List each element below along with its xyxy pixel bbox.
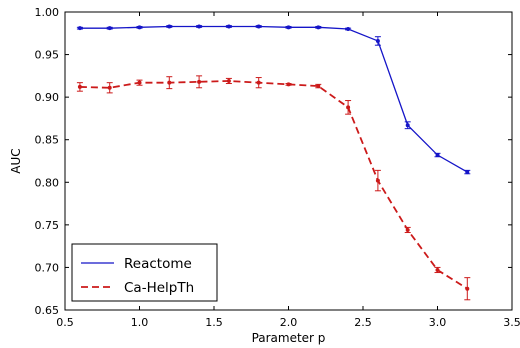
y-tick-label: 0.80 <box>35 176 60 189</box>
data-point-reactome <box>167 24 172 29</box>
data-point-reactome <box>316 25 321 30</box>
y-tick-label: 0.85 <box>35 134 60 147</box>
y-tick-label: 0.75 <box>35 219 60 232</box>
x-tick-label: 1.5 <box>205 316 223 329</box>
x-axis-label: Parameter p <box>252 331 326 345</box>
data-point-reactome <box>256 24 261 29</box>
y-tick-label: 0.95 <box>35 49 60 62</box>
data-point-ca-helpth <box>316 84 321 89</box>
y-tick-label: 0.65 <box>35 304 60 317</box>
axis-ticks: 0.5 1.0 1.5 2.0 2.5 3.0 3.5 0.65 0.70 0.75 0.80 0.8… <box>35 6 520 329</box>
data-point-ca-helpth <box>435 267 440 272</box>
data-point-reactome <box>375 38 380 43</box>
x-tick-label: 2.0 <box>280 316 298 329</box>
x-tick-label: 2.5 <box>354 316 372 329</box>
data-point-ca-helpth <box>137 80 142 85</box>
x-tick-label: 3.5 <box>503 316 520 329</box>
data-point-reactome <box>197 24 202 29</box>
series-line-ca-helpth <box>79 80 468 290</box>
x-tick-label: 1.0 <box>131 316 149 329</box>
y-axis-label: AUC <box>9 148 23 173</box>
data-point-ca-helpth <box>167 80 172 85</box>
y-tick-label: 0.90 <box>35 91 60 104</box>
x-tick-label: 0.5 <box>56 316 74 329</box>
legend-label-ca-helpth: Ca-HelpTh <box>124 280 194 296</box>
data-point-reactome <box>77 26 82 31</box>
data-point-ca-helpth <box>77 84 82 89</box>
y-tick-label: 1.00 <box>35 6 60 19</box>
data-point-ca-helpth <box>256 80 261 85</box>
data-point-ca-helpth <box>465 286 470 291</box>
data-point-reactome <box>405 123 410 128</box>
data-point-ca-helpth <box>286 82 291 87</box>
data-point-reactome <box>137 25 142 30</box>
data-point-reactome <box>435 153 440 158</box>
data-point-ca-helpth <box>375 178 380 183</box>
legend-label-reactome: Reactome <box>124 256 192 272</box>
plot-area <box>76 24 471 301</box>
legend-box <box>71 243 218 302</box>
data-point-reactome <box>286 25 291 30</box>
data-point-reactome <box>465 170 470 175</box>
y-tick-label: 0.70 <box>35 261 60 274</box>
data-point-ca-helpth <box>197 79 202 84</box>
data-point-reactome <box>346 27 351 32</box>
data-point-reactome <box>107 26 112 31</box>
data-point-reactome <box>226 24 231 29</box>
data-point-ca-helpth <box>405 227 410 232</box>
data-point-ca-helpth <box>107 85 112 90</box>
x-tick-label: 3.0 <box>429 316 447 329</box>
data-point-ca-helpth <box>226 78 231 83</box>
legend: Reactome Ca-HelpTh <box>71 243 218 302</box>
data-point-ca-helpth <box>346 105 351 110</box>
series-line-reactome <box>79 25 468 173</box>
